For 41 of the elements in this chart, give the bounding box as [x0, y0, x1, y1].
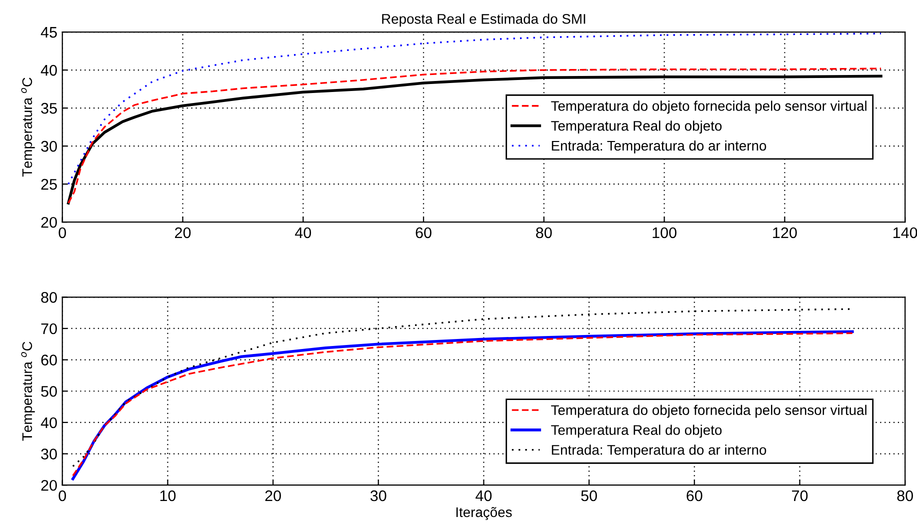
y-tick-label: 40 — [40, 417, 57, 428]
line-series — [68, 32, 882, 185]
x-axis-title: Iterações — [456, 507, 512, 520]
x-tick-label: 20 — [175, 227, 191, 238]
legend-label: Temperatura Real do objeto — [551, 120, 722, 134]
legend-label: Temperatura Real do objeto — [551, 424, 722, 438]
x-tick-label: 10 — [160, 490, 176, 502]
x-tick-label: 100 — [652, 227, 676, 238]
y-tick-label: 25 — [41, 178, 57, 190]
legend-label: Entrada: Temperatura do ar interno — [552, 140, 766, 154]
x-tick-label: 50 — [581, 490, 597, 502]
y-axis-title: Temperatura $^{o}$C — [21, 78, 35, 177]
x-tick-label: 0 — [58, 490, 66, 502]
x-tick-label: 60 — [686, 490, 702, 502]
y-tick-label: 20 — [41, 480, 57, 491]
x-tick-label: 40 — [294, 227, 312, 238]
y-tick-label: 60 — [41, 354, 57, 366]
y-tick-label: 35 — [41, 102, 57, 114]
x-tick-label: 40 — [476, 490, 492, 502]
y-tick-label: 70 — [41, 323, 57, 334]
chart-title: Reposta Real e Estimada do SMI — [382, 14, 586, 27]
legend-label: Temperatura do objeto fornecida pelo sensor virtual — [551, 100, 866, 114]
y-tick-label: 80 — [41, 292, 57, 303]
x-tick-label: 70 — [792, 490, 808, 502]
x-tick-label: 20 — [265, 490, 281, 502]
x-tick-label: 140 — [894, 227, 917, 238]
y-tick-label: 40 — [40, 64, 57, 76]
x-tick-label: 30 — [370, 490, 386, 502]
x-tick-label: 0 — [58, 227, 66, 238]
legend-label: Temperatura do objeto fornecida pelo sensor virtual — [551, 404, 866, 418]
x-tick-label: 80 — [536, 227, 552, 238]
x-tick-label: 120 — [773, 227, 797, 238]
y-axis-title: Temperatura $^{o}$C — [21, 342, 35, 441]
y-tick-label: 30 — [41, 140, 57, 152]
y-tick-label: 20 — [41, 216, 57, 228]
y-tick-label: 45 — [40, 27, 57, 38]
y-tick-label: 30 — [41, 448, 57, 460]
y-tick-label: 50 — [41, 386, 57, 397]
legend-label: Entrada: Temperatura do ar interno — [552, 444, 766, 458]
x-tick-label: 80 — [897, 490, 913, 502]
x-tick-label: 60 — [416, 227, 432, 238]
